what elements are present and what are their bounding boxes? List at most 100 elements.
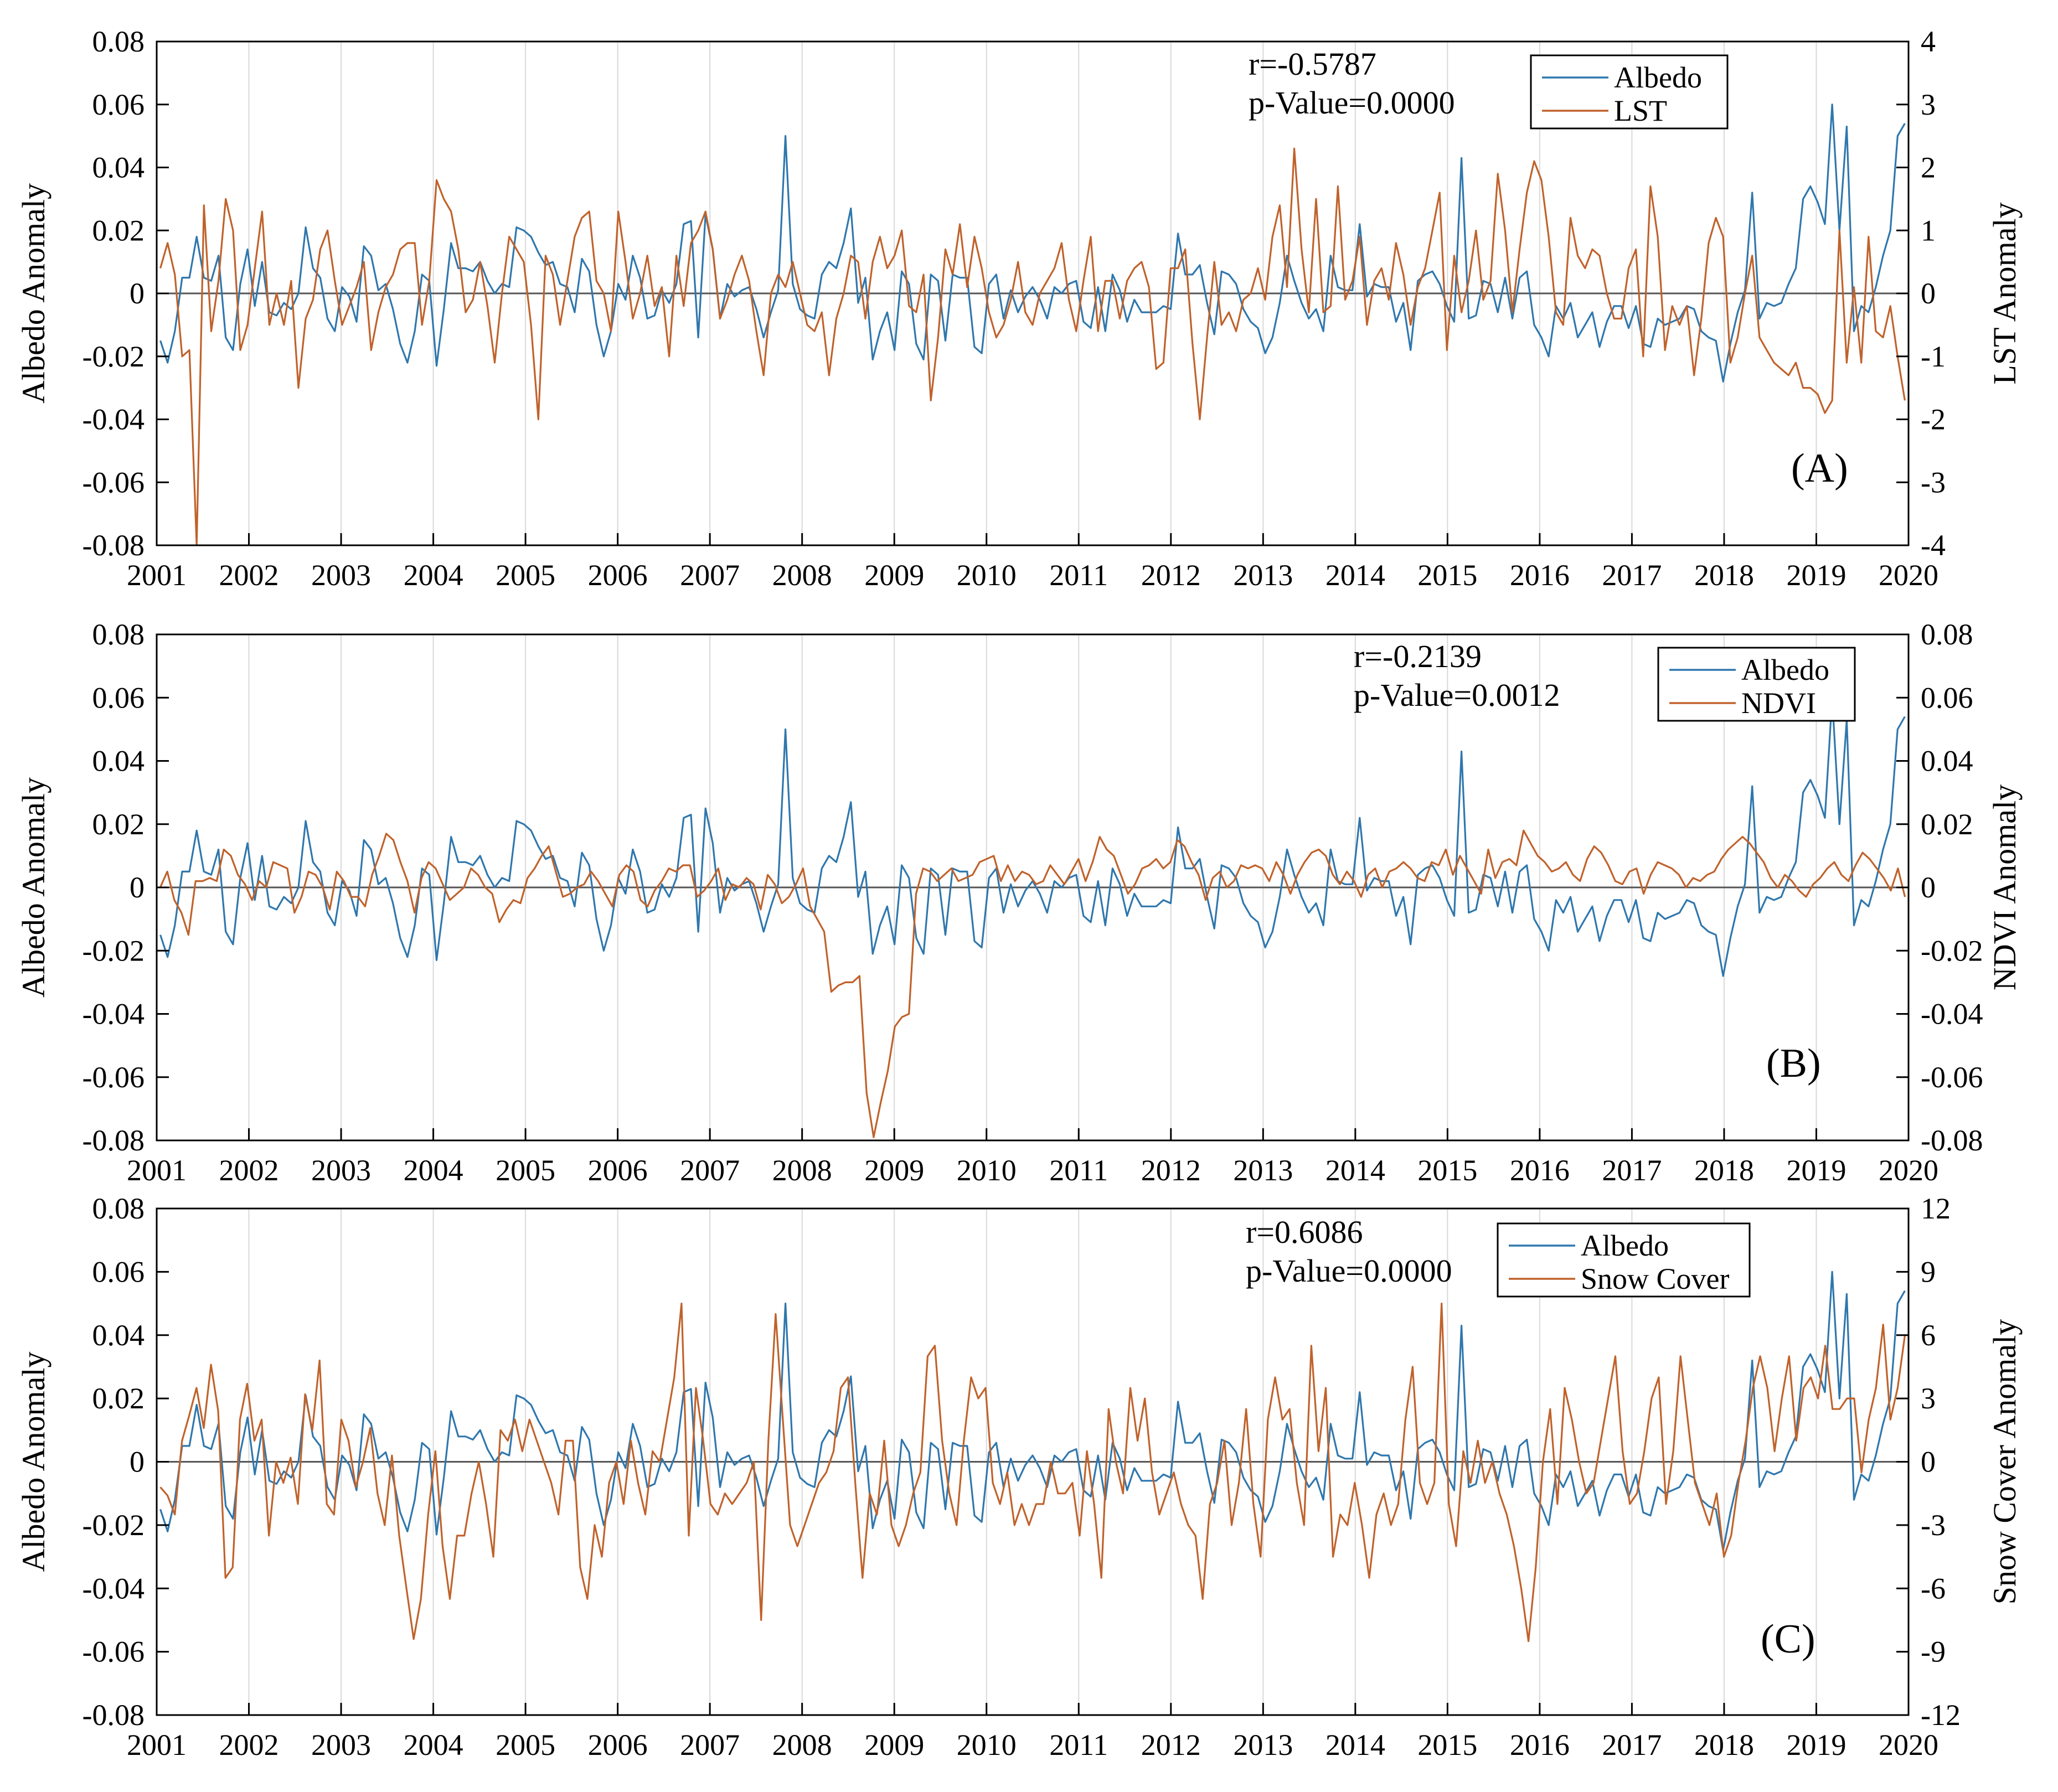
y2-tick-label: -12 — [1921, 1698, 1961, 1732]
x-tick-label: 2009 — [864, 559, 924, 592]
x-tick-label: 2005 — [496, 559, 555, 592]
y2-tick-label: -3 — [1921, 1509, 1946, 1542]
y-tick-label: -0.04 — [82, 403, 145, 436]
y2-tick-label: 0.04 — [1921, 745, 1973, 778]
y-tick-label: 0.08 — [92, 1192, 145, 1225]
y-tick-label: 0.02 — [92, 1382, 145, 1415]
y-tick-label: 0.06 — [92, 1255, 145, 1288]
x-tick-label: 2014 — [1325, 559, 1385, 592]
x-tick-label: 2011 — [1049, 559, 1108, 592]
y-tick-label: 0.04 — [92, 745, 145, 778]
x-tick-label: 2002 — [219, 1154, 279, 1187]
x-tick-label: 2013 — [1233, 559, 1293, 592]
y-axis-label: Albedo Anomaly — [16, 183, 51, 404]
y2-axis-label: NDVI Anomaly — [1987, 784, 2023, 990]
y2-tick-label: 1 — [1921, 214, 1936, 247]
panel-b: 0.08 0.06 0.04 0.02 0 -0.02 -0.04 -0.06 -0.08 0.0… — [16, 618, 2023, 1187]
y2-tick-label: -0.06 — [1921, 1061, 1983, 1094]
x-tick-label: 2003 — [311, 559, 371, 592]
panel-label: (C) — [1761, 1617, 1815, 1662]
x-tick-label: 2004 — [404, 559, 463, 592]
y2-tick-label: 0.08 — [1921, 618, 1973, 651]
y2-tick-label: 0.06 — [1921, 681, 1973, 714]
x-tick-label: 2010 — [957, 1728, 1017, 1762]
y2-tick-label: -4 — [1921, 529, 1946, 562]
x-tick-label: 2002 — [219, 1728, 279, 1762]
x-tick-label: 2009 — [864, 1154, 924, 1187]
stat-p: p-Value=0.0012 — [1354, 677, 1560, 713]
x-tick-label: 2003 — [311, 1728, 371, 1762]
x-tick-label: 2019 — [1786, 1728, 1846, 1762]
panel-c: 0.08 0.06 0.04 0.02 0 -0.02 -0.04 -0.06 -0.08 12 9… — [16, 1192, 2023, 1762]
x-tick-label: 2004 — [404, 1728, 463, 1762]
y-tick-label: 0.02 — [92, 214, 145, 247]
x-tick-label: 2020 — [1879, 1154, 1938, 1187]
x-tick-label: 2017 — [1602, 1728, 1662, 1762]
x-tick-label: 2003 — [311, 1154, 371, 1187]
y2-tick-label: 9 — [1921, 1255, 1936, 1288]
x-tick-label: 2009 — [864, 1728, 924, 1762]
legend-label: Albedo — [1581, 1229, 1669, 1262]
y-tick-label: -0.08 — [82, 1124, 145, 1157]
y2-tick-label: 2 — [1921, 151, 1936, 184]
series-line-snow-cover — [159, 1303, 1906, 1643]
y2-tick-label: -6 — [1921, 1572, 1946, 1605]
y-axis-label: Albedo Anomaly — [16, 1352, 51, 1572]
y-tick-label: 0.08 — [92, 25, 145, 58]
y2-tick-label: -2 — [1921, 403, 1946, 436]
x-tick-label: 2014 — [1325, 1154, 1385, 1187]
x-tick-label: 2007 — [680, 559, 740, 592]
y-tick-label: -0.06 — [82, 1635, 145, 1669]
x-tick-label: 2007 — [680, 1154, 740, 1187]
stat-r: r=-0.5787 — [1249, 46, 1376, 82]
y2-tick-label: -9 — [1921, 1635, 1946, 1669]
y-tick-label: -0.08 — [82, 529, 145, 562]
y2-axis-label: Snow Cover Anomaly — [1987, 1319, 2023, 1605]
series-line-albedo — [159, 104, 1906, 383]
x-tick-label: 2005 — [496, 1154, 555, 1187]
x-tick-label: 2020 — [1879, 559, 1938, 592]
x-tick-label: 2012 — [1141, 1728, 1201, 1762]
x-tick-label: 2013 — [1233, 1728, 1293, 1762]
x-tick-label: 2016 — [1510, 1728, 1570, 1762]
y2-tick-label: 0.02 — [1921, 808, 1973, 841]
y-tick-label: -0.04 — [82, 1572, 145, 1605]
x-tick-label: 2019 — [1786, 559, 1846, 592]
y-tick-label: 0.06 — [92, 88, 145, 121]
y2-tick-label: -1 — [1921, 340, 1946, 373]
y2-tick-label: -3 — [1921, 466, 1946, 499]
series-line-lst — [159, 147, 1906, 546]
x-tick-label: 2008 — [772, 559, 832, 592]
x-tick-label: 2001 — [127, 559, 187, 592]
x-tick-label: 2004 — [404, 1154, 463, 1187]
legend-box — [1657, 647, 1856, 722]
y2-tick-label: 0 — [1921, 1445, 1936, 1479]
legend-box — [1530, 54, 1729, 130]
x-tick-label: 2016 — [1510, 559, 1570, 592]
y2-tick-label: 6 — [1921, 1319, 1936, 1352]
x-tick-label: 2011 — [1049, 1728, 1108, 1762]
y2-tick-label: 4 — [1921, 25, 1936, 58]
y2-axis-label: LST Anomaly — [1987, 202, 2023, 384]
x-tick-label: 2001 — [127, 1154, 187, 1187]
y2-tick-label: -0.04 — [1921, 998, 1983, 1031]
x-tick-label: 2006 — [588, 1728, 648, 1762]
y-tick-label: 0.04 — [92, 1319, 145, 1352]
series-line-albedo — [159, 696, 1906, 977]
x-tick-label: 2016 — [1510, 1154, 1570, 1187]
y2-tick-label: -0.02 — [1921, 934, 1983, 967]
x-tick-label: 2001 — [127, 1728, 187, 1762]
x-tick-label: 2013 — [1233, 1154, 1293, 1187]
y-tick-label: -0.06 — [82, 1061, 145, 1094]
legend-label: Snow Cover — [1581, 1262, 1730, 1295]
stat-r: r=-0.2139 — [1354, 638, 1482, 674]
x-tick-label: 2015 — [1417, 1728, 1477, 1762]
legend-label: Albedo — [1614, 61, 1702, 94]
y-tick-label: -0.06 — [82, 466, 145, 499]
y-tick-label: 0 — [130, 1445, 145, 1479]
y-axis-label: Albedo Anomaly — [16, 777, 51, 998]
x-tick-label: 2007 — [680, 1728, 740, 1762]
y-tick-label: 0.04 — [92, 151, 145, 184]
